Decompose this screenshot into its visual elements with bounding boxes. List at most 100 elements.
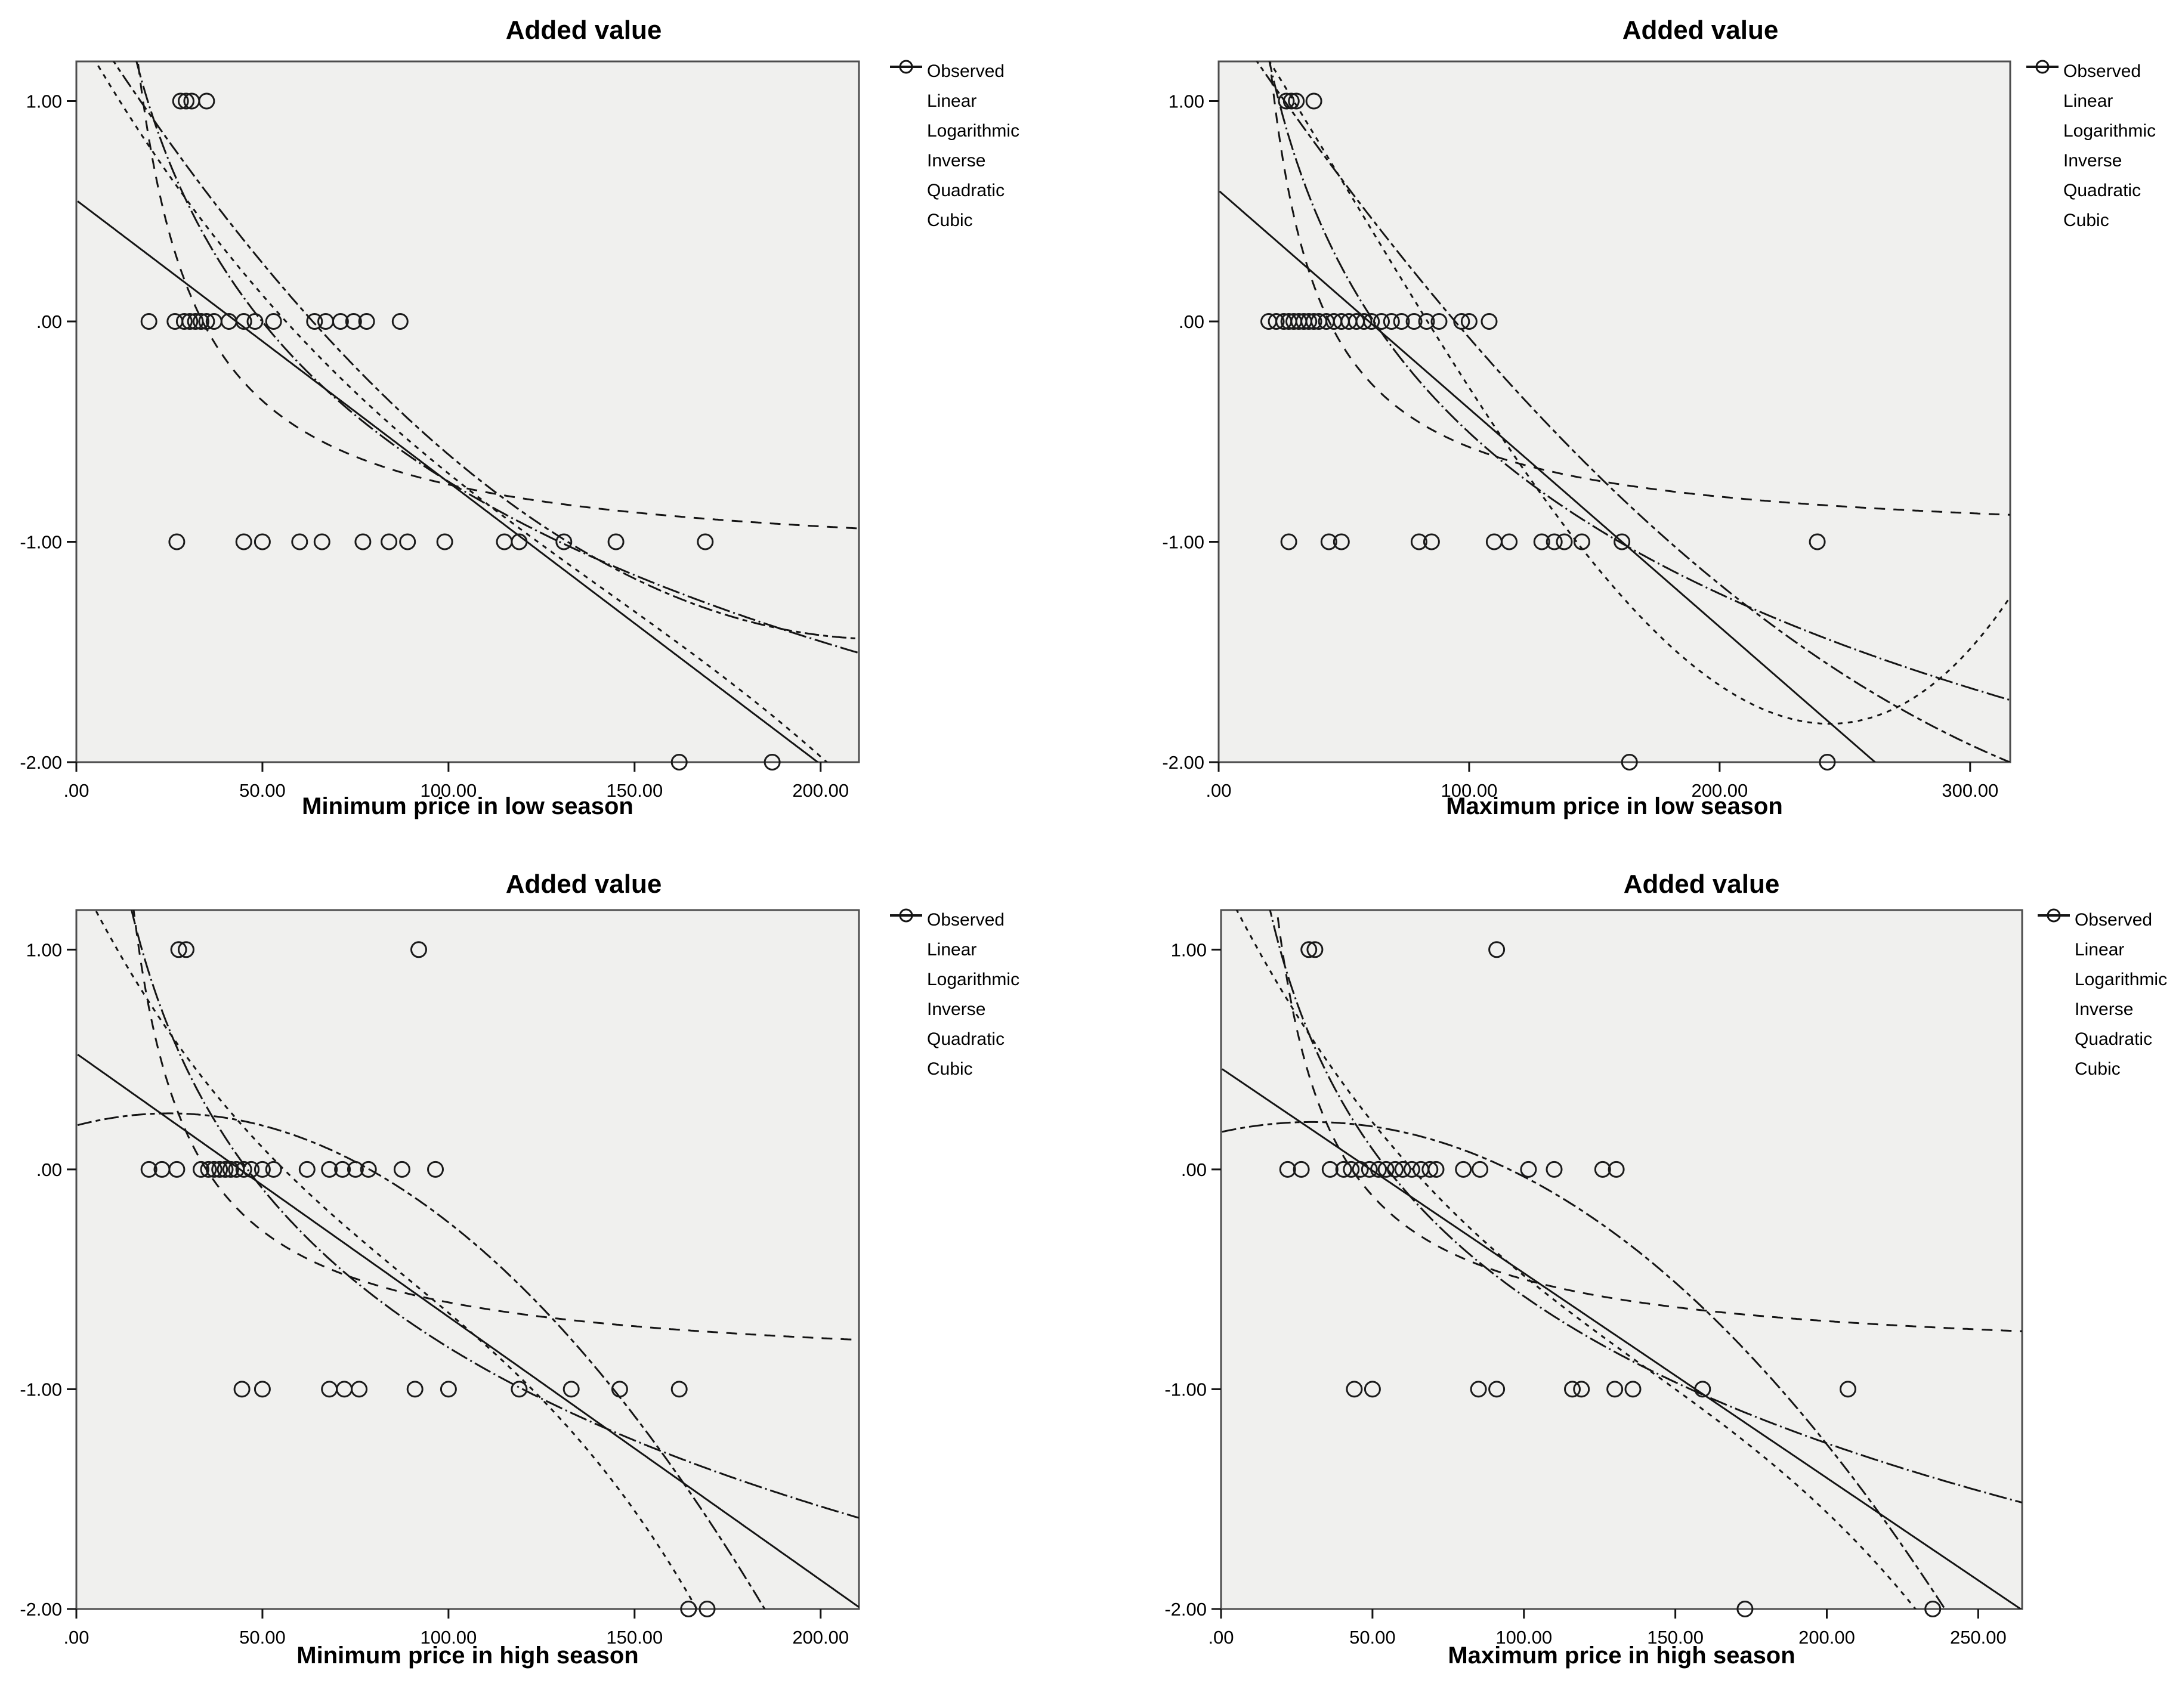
- legend-item-logarithmic: Logarithmic: [889, 914, 1019, 995]
- y-tick-label: -2.00: [1162, 752, 1204, 773]
- x-tick-label: 150.00: [1647, 1627, 1704, 1648]
- x-tick-label: 100.00: [1495, 1627, 1552, 1648]
- observed-point: [1427, 1161, 1445, 1178]
- observed-point: [1293, 1161, 1310, 1178]
- chart-title: Added value: [505, 870, 662, 899]
- observed-point: [399, 533, 416, 550]
- observed-point: [140, 1161, 157, 1178]
- observed-point: [764, 754, 781, 771]
- legend-item-linear: Linear: [2036, 914, 2167, 965]
- line-style-icon: [2036, 914, 2071, 1079]
- observed-point: [1694, 1381, 1711, 1398]
- observed-point: [393, 1161, 410, 1178]
- observed-point: [170, 941, 187, 958]
- line-style-icon: [2036, 914, 2071, 990]
- observed-point: [1403, 1161, 1420, 1178]
- chart-panel-min-price-low-season: Added value Minimum price in low season .0…: [0, 0, 1091, 854]
- observed-point: [1472, 1161, 1489, 1178]
- observed-point: [1533, 533, 1550, 550]
- legend-item-cubic: Cubic: [889, 914, 1019, 1084]
- observed-point: [1819, 754, 1836, 771]
- fit-curve-linear: [77, 1054, 859, 1608]
- observed-point: [265, 313, 282, 330]
- observed-point: [334, 1161, 351, 1178]
- legend-item-inverse: Inverse: [889, 66, 1019, 176]
- y-tick-label: .00: [1179, 311, 1204, 332]
- observed-point: [1594, 1161, 1611, 1178]
- y-tick-label: 1.00: [26, 939, 62, 960]
- observed-point: [1573, 1381, 1590, 1398]
- observed-point: [410, 941, 427, 958]
- observed-point: [1430, 313, 1448, 330]
- legend-item-logarithmic: Logarithmic: [889, 66, 1020, 146]
- observed-point: [354, 533, 372, 550]
- legend-label: Logarithmic: [927, 121, 1020, 141]
- x-tick-label: 100.00: [1441, 780, 1498, 801]
- observed-point: [1614, 533, 1631, 550]
- observed-point: [360, 1161, 377, 1178]
- chart-panel-min-price-high-season: Added value Minimum price in high season.…: [0, 854, 1091, 1708]
- observed-point: [1736, 1601, 1754, 1617]
- observed-point: [235, 533, 252, 550]
- x-tick-label: 200.00: [1798, 1627, 1855, 1648]
- line-style-icon: [2036, 914, 2071, 960]
- fit-curve-cubic: [94, 910, 698, 1609]
- legend-label: Inverse: [927, 1000, 986, 1019]
- legend-item-linear: Linear: [889, 914, 1019, 965]
- observed-point: [1363, 313, 1380, 330]
- y-tick-label: .00: [36, 311, 62, 332]
- x-axis-label: Maximum price in high season: [1448, 1642, 1795, 1669]
- observed-point: [254, 533, 271, 550]
- observed-point: [246, 313, 264, 330]
- chart-panel-max-price-high-season: Added value Maximum price in high season.…: [1091, 854, 2182, 1708]
- observed-point: [358, 313, 375, 330]
- observed-point: [670, 1381, 688, 1398]
- observed-point: [611, 1381, 628, 1398]
- observed-point: [298, 1161, 316, 1178]
- observed-point: [1546, 1161, 1563, 1178]
- observed-point: [1335, 1161, 1352, 1178]
- observed-point: [1305, 92, 1322, 110]
- observed-point: [1343, 1161, 1360, 1178]
- observed-point: [178, 941, 194, 958]
- observed-point: [1488, 941, 1506, 958]
- legend-item-observed: Observed: [889, 905, 1019, 935]
- x-tick-label: 200.00: [792, 1627, 849, 1648]
- observed-point: [1453, 313, 1470, 330]
- line-style-icon: [889, 66, 923, 112]
- y-tick-label: -1.00: [20, 532, 62, 553]
- fit-curve-inverse: [1276, 910, 2022, 1332]
- observed-point: [1355, 313, 1373, 330]
- observed-point: [607, 533, 625, 550]
- observed-point: [1520, 1161, 1537, 1178]
- y-tick-label: -1.00: [20, 1379, 62, 1400]
- observed-point: [1352, 1161, 1369, 1178]
- legend-label: Inverse: [927, 151, 986, 171]
- legend-label: Quadratic: [2063, 181, 2141, 200]
- x-tick-label: 200.00: [1691, 780, 1748, 801]
- observed-point: [1393, 313, 1410, 330]
- plot-area: [75, 60, 860, 763]
- fit-curve-linear: [1221, 1068, 2022, 1609]
- observed-point: [200, 1161, 217, 1178]
- x-axis-label: Minimum price in high season: [296, 1642, 639, 1669]
- legend-label: Logarithmic: [2075, 970, 2168, 989]
- observed-point: [168, 533, 186, 550]
- observed-point: [1279, 1161, 1296, 1178]
- chart-canvas: .00 50.00 100.00 150.00 200.00 250.001.00.00-…: [1164, 909, 2023, 1648]
- legend-label: Cubic: [927, 1059, 973, 1079]
- observed-point: [140, 313, 157, 330]
- fit-curve-quadratic: [1256, 61, 2010, 762]
- observed-point: [1455, 1161, 1472, 1178]
- observed-point: [1320, 533, 1337, 550]
- fit-curve-logarithmic: [1269, 910, 2022, 1503]
- x-tick-label: .00: [1206, 780, 1231, 801]
- legend-label: Quadratic: [2075, 1029, 2153, 1049]
- observed-point: [1809, 533, 1826, 550]
- observed-point: [291, 533, 308, 550]
- fit-curve-quadratic: [77, 1112, 766, 1609]
- observed-point: [406, 1381, 424, 1398]
- fit-curve-linear: [1219, 190, 1877, 762]
- observed-point: [511, 533, 528, 550]
- x-tick-label: 250.00: [1950, 1627, 2007, 1648]
